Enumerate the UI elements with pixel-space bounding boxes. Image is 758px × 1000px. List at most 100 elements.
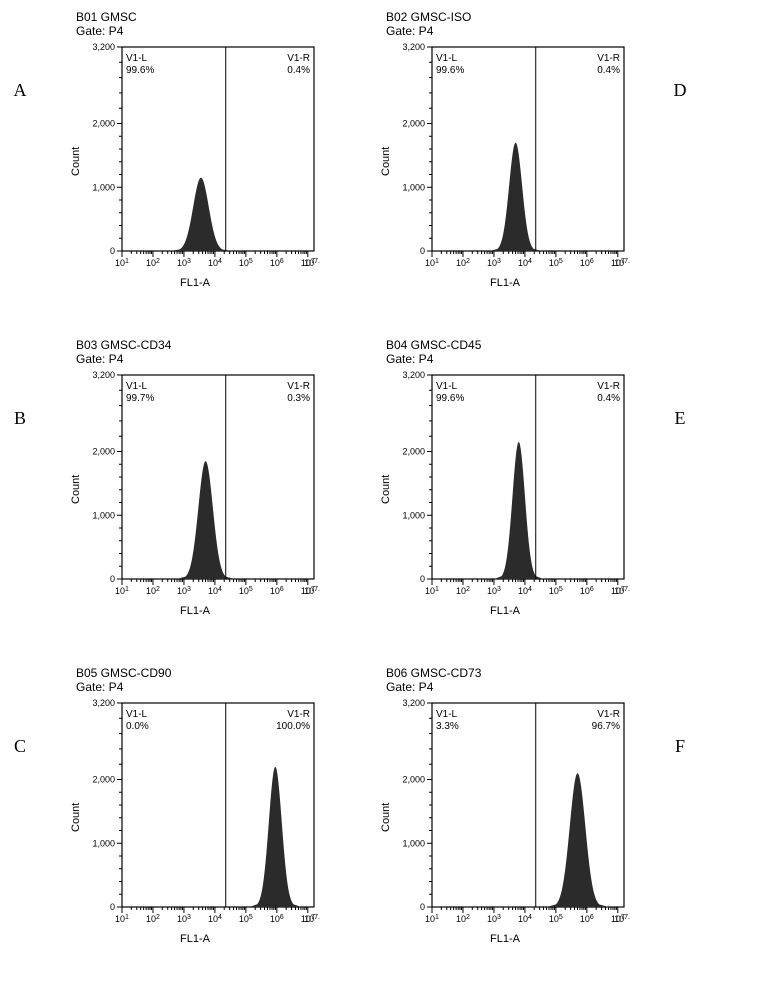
y-tick-label: 1,000 xyxy=(92,838,115,848)
panel-title-1: B04 GMSC-CD45 xyxy=(386,338,624,352)
y-axis-label: Count xyxy=(70,71,82,251)
x-tick-label: 106 xyxy=(580,913,594,924)
v1l-label: V1-L xyxy=(436,53,458,64)
x-tick-label: 104 xyxy=(518,913,532,924)
v1r-label: V1-R xyxy=(597,381,620,392)
v1l-label: V1-L xyxy=(436,381,458,392)
y-tick-label: 1,000 xyxy=(92,182,115,192)
y-tick-label: 2,000 xyxy=(402,118,425,128)
x-tick-label: 107.2 xyxy=(614,913,630,924)
histogram-plot: 01,0002,0003,200101102103104105106107107… xyxy=(82,697,320,935)
v1l-pct: 99.6% xyxy=(436,393,464,404)
y-tick-label: 0 xyxy=(420,574,425,584)
v1r-label: V1-R xyxy=(287,709,310,720)
panel-letter: F xyxy=(660,666,700,986)
x-tick-label: 105 xyxy=(239,585,253,596)
y-tick-label: 0 xyxy=(110,902,115,912)
panel-letter: E xyxy=(660,338,700,658)
histogram-plot: 01,0002,0003,200101102103104105106107107… xyxy=(82,369,320,607)
y-tick-label: 1,000 xyxy=(92,510,115,520)
panel-title-2: Gate: P4 xyxy=(76,352,314,366)
panel-title-2: Gate: P4 xyxy=(386,24,624,38)
v1l-label: V1-L xyxy=(126,709,148,720)
y-axis-label: Count xyxy=(70,399,82,579)
y-tick-label: 0 xyxy=(110,574,115,584)
x-tick-label: 101 xyxy=(115,585,129,596)
panel-letter: A xyxy=(0,10,40,330)
x-tick-label: 103 xyxy=(177,257,191,268)
v1r-pct: 0.4% xyxy=(597,393,620,404)
x-tick-label: 103 xyxy=(487,913,501,924)
y-tick-label: 3,200 xyxy=(92,698,115,708)
v1l-pct: 0.0% xyxy=(126,721,149,732)
v1r-pct: 0.4% xyxy=(597,65,620,76)
v1r-pct: 100.0% xyxy=(276,721,310,732)
x-tick-label: 104 xyxy=(208,257,222,268)
x-tick-label: 103 xyxy=(177,585,191,596)
y-axis-label: Count xyxy=(380,399,392,579)
x-tick-label: 106 xyxy=(580,585,594,596)
panel-header: B04 GMSC-CD45 Gate: P4 xyxy=(386,338,624,367)
v1r-pct: 0.3% xyxy=(287,393,310,404)
x-tick-label: 103 xyxy=(487,257,501,268)
x-tick-label: 102 xyxy=(146,913,160,924)
v1l-label: V1-L xyxy=(126,381,148,392)
y-tick-label: 2,000 xyxy=(92,118,115,128)
x-tick-label: 102 xyxy=(456,585,470,596)
panel-title-1: B05 GMSC-CD90 xyxy=(76,666,314,680)
x-axis-label: FL1-A xyxy=(180,277,210,289)
x-axis-label: FL1-A xyxy=(180,933,210,945)
y-axis-label: Count xyxy=(380,71,392,251)
x-tick-label: 101 xyxy=(425,257,439,268)
y-tick-label: 2,000 xyxy=(92,774,115,784)
y-tick-label: 0 xyxy=(110,246,115,256)
v1r-label: V1-R xyxy=(597,53,620,64)
v1r-label: V1-R xyxy=(287,53,310,64)
panel-letter: C xyxy=(0,666,40,986)
x-axis-label: FL1-A xyxy=(490,933,520,945)
y-tick-label: 3,200 xyxy=(92,370,115,380)
panel-title-2: Gate: P4 xyxy=(76,24,314,38)
x-tick-label: 105 xyxy=(549,913,563,924)
x-axis-label: FL1-A xyxy=(180,605,210,617)
y-tick-label: 0 xyxy=(420,902,425,912)
v1l-pct: 99.6% xyxy=(126,65,154,76)
v1r-pct: 0.4% xyxy=(287,65,310,76)
y-tick-label: 1,000 xyxy=(402,838,425,848)
x-tick-label: 106 xyxy=(270,257,284,268)
y-tick-label: 3,200 xyxy=(402,370,425,380)
histogram-plot: 01,0002,0003,200101102103104105106107107… xyxy=(392,697,630,935)
x-tick-label: 101 xyxy=(425,913,439,924)
x-tick-label: 102 xyxy=(456,913,470,924)
y-tick-label: 3,200 xyxy=(92,42,115,52)
v1l-label: V1-L xyxy=(126,53,148,64)
v1l-pct: 99.7% xyxy=(126,393,154,404)
x-tick-label: 107.2 xyxy=(614,585,630,596)
x-tick-label: 106 xyxy=(580,257,594,268)
x-tick-label: 107.2 xyxy=(304,585,320,596)
x-tick-label: 101 xyxy=(425,585,439,596)
x-tick-label: 106 xyxy=(270,913,284,924)
panel-header: B05 GMSC-CD90 Gate: P4 xyxy=(76,666,314,695)
x-tick-label: 106 xyxy=(270,585,284,596)
v1l-pct: 99.6% xyxy=(436,65,464,76)
x-tick-label: 103 xyxy=(487,585,501,596)
histogram-plot: 01,0002,0003,200101102103104105106107107… xyxy=(392,41,630,279)
flow-panel: B02 GMSC-ISO Gate: P4 Count 01,0002,0003… xyxy=(350,10,660,330)
x-tick-label: 104 xyxy=(518,585,532,596)
x-tick-label: 105 xyxy=(549,257,563,268)
flow-panel: B01 GMSC Gate: P4 Count 01,0002,0003,200… xyxy=(40,10,350,330)
x-tick-label: 104 xyxy=(208,585,222,596)
x-tick-label: 105 xyxy=(239,257,253,268)
panel-title-1: B02 GMSC-ISO xyxy=(386,10,624,24)
panel-title-2: Gate: P4 xyxy=(386,352,624,366)
y-tick-label: 1,000 xyxy=(402,510,425,520)
panel-title-2: Gate: P4 xyxy=(76,680,314,694)
v1l-label: V1-L xyxy=(436,709,458,720)
panel-header: B06 GMSC-CD73 Gate: P4 xyxy=(386,666,624,695)
x-tick-label: 104 xyxy=(208,913,222,924)
y-tick-label: 2,000 xyxy=(402,774,425,784)
panel-title-2: Gate: P4 xyxy=(386,680,624,694)
y-tick-label: 3,200 xyxy=(402,42,425,52)
x-tick-label: 103 xyxy=(177,913,191,924)
